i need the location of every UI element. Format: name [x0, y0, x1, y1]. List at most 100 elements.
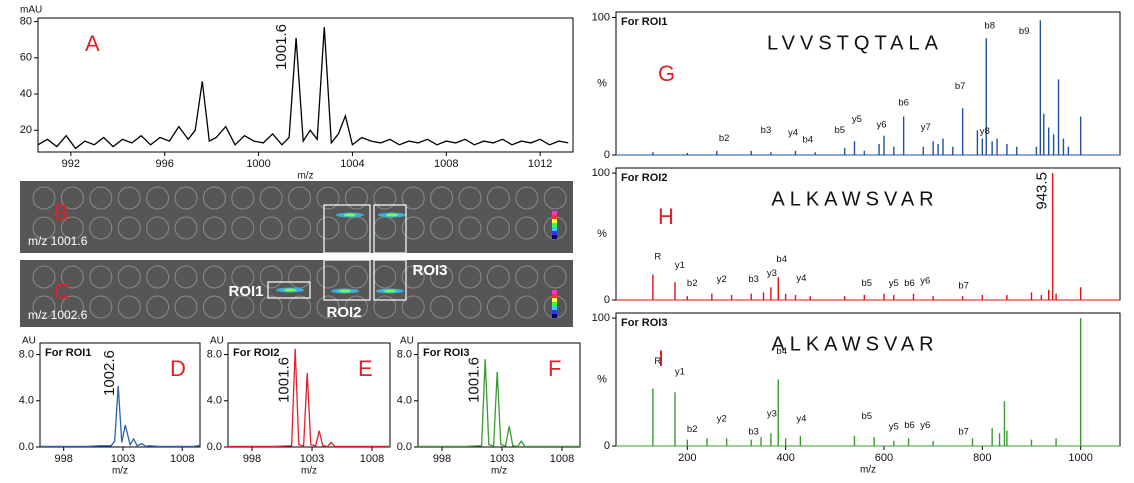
peptide-sequence: LVVSTQTALA [767, 32, 943, 54]
colorbar [552, 227, 557, 231]
y-tick-label: 60 [20, 52, 32, 64]
peak-annotation: b6 [904, 278, 915, 289]
y-tick-label: 100 [592, 312, 610, 324]
panel-title: For ROI2 [233, 347, 279, 359]
x-tick-label: 996 [156, 158, 174, 170]
image-caption: m/z 1001.6 [28, 234, 88, 248]
panel-title: For ROI1 [45, 347, 91, 359]
panel-title: For ROI3 [621, 317, 667, 329]
colorbar [552, 302, 557, 306]
peak-annotation: y5 [852, 114, 862, 125]
peak-annotation: y7 [921, 122, 931, 133]
y-tick-label: 4.0 [19, 395, 34, 407]
signal [384, 290, 396, 293]
peak-annotation: b4 [776, 346, 787, 357]
x-tick-label: 998 [55, 453, 73, 465]
y-tick-label: 8.0 [397, 348, 412, 360]
y-axis-label: mAU [20, 5, 42, 16]
y-tick-label: 100 [592, 167, 610, 179]
y-tick-label: 0 [604, 149, 610, 161]
panel-label: A [85, 31, 100, 56]
peak-annotation: R [654, 356, 661, 367]
roi-label: ROI2 [326, 304, 361, 321]
peak-annotation: b5 [861, 411, 872, 422]
y-tick-label: 4.0 [207, 395, 222, 407]
peak-annotation: b9 [1019, 26, 1030, 37]
panel-label: H [658, 204, 674, 229]
peak-annotation: b5 [834, 125, 845, 136]
colorbar [552, 211, 557, 215]
peak-annotation: b7 [958, 281, 969, 292]
roi-label: ROI1 [228, 283, 263, 300]
panel-label: E [358, 356, 373, 381]
colorbar [552, 306, 557, 310]
y-axis-label: AU [210, 336, 224, 347]
peak-annotation: y4 [796, 414, 806, 425]
peak-annotation: y8 [980, 126, 990, 137]
y-tick-label: 0.0 [397, 441, 412, 453]
peak-annotation: b7 [955, 81, 966, 92]
y-tick-label: 100 [592, 11, 610, 23]
x-tick-label: 998 [243, 453, 261, 465]
x-axis-label: m/z [301, 466, 317, 477]
x-axis-label: m/z [491, 466, 507, 477]
peak-annotation: y1 [675, 260, 685, 271]
colorbar [552, 219, 557, 223]
y-tick-label: 20 [20, 124, 32, 136]
peak-annotation: R [654, 251, 661, 262]
peak-annotation: y3 [767, 409, 777, 420]
peak-annotation: b7 [958, 426, 969, 437]
peak-annotation: y6 [876, 119, 886, 130]
colorbar [552, 310, 557, 314]
peak-annotation: y4 [796, 273, 806, 284]
peak-annotation: y6 [920, 420, 930, 431]
x-tick-label: 1000 [246, 158, 270, 170]
colorbar [552, 215, 557, 219]
y-axis-label: % [597, 228, 607, 240]
peak-annotation: b5 [861, 278, 872, 289]
x-tick-label: 1012 [528, 158, 552, 170]
peak-annotation: b2 [687, 424, 698, 435]
x-tick-label: 1003 [111, 453, 135, 465]
peak-annotation: b4 [776, 254, 787, 265]
colorbar [552, 294, 557, 298]
signal [339, 290, 351, 293]
peak-annotation: y4 [788, 128, 798, 139]
x-tick-label: 998 [433, 453, 451, 465]
colorbar [552, 314, 557, 318]
x-tick-label: 992 [62, 158, 80, 170]
peak-annotation: b6 [904, 420, 915, 431]
peak-annotation: 1001.6 [275, 357, 292, 403]
signal [284, 289, 296, 292]
y-tick-label: 0 [604, 440, 610, 452]
y-tick-label: 0.0 [19, 441, 34, 453]
x-tick-label: 1008 [360, 453, 384, 465]
x-axis-label: m/z [860, 465, 876, 476]
colorbar [552, 290, 557, 294]
signal [344, 214, 356, 217]
x-tick-label: 400 [776, 452, 794, 464]
y-tick-label: 40 [20, 88, 32, 100]
y-tick-label: 4.0 [397, 395, 412, 407]
y-tick-label: 0.0 [207, 441, 222, 453]
x-tick-label: 1003 [300, 453, 324, 465]
peak-annotation: b3 [748, 426, 759, 437]
peak-annotation: b4 [802, 134, 813, 145]
peptide-sequence: ALKAWSVAR [771, 333, 938, 355]
y-tick-label: 8.0 [207, 348, 222, 360]
peak-annotation: y5 [889, 278, 899, 289]
colorbar [552, 223, 557, 227]
peak-annotation: 1001.6 [465, 357, 482, 403]
peptide-sequence: ALKAWSVAR [771, 188, 938, 210]
panel-label: D [170, 356, 186, 381]
peak-annotation: y2 [717, 274, 727, 285]
colorbar [552, 298, 557, 302]
x-tick-label: 600 [875, 452, 893, 464]
peak-annotation: 943.5 [1033, 172, 1050, 210]
x-tick-label: 1000 [1068, 452, 1092, 464]
colorbar [552, 231, 557, 235]
y-axis-label: % [597, 373, 607, 385]
panel-title: For ROI2 [621, 172, 667, 184]
peak-annotation: b2 [719, 133, 730, 144]
figure: Bm/z 1001.6Cm/z 1002.6ROI1ROI2ROI3204060… [0, 0, 1134, 478]
